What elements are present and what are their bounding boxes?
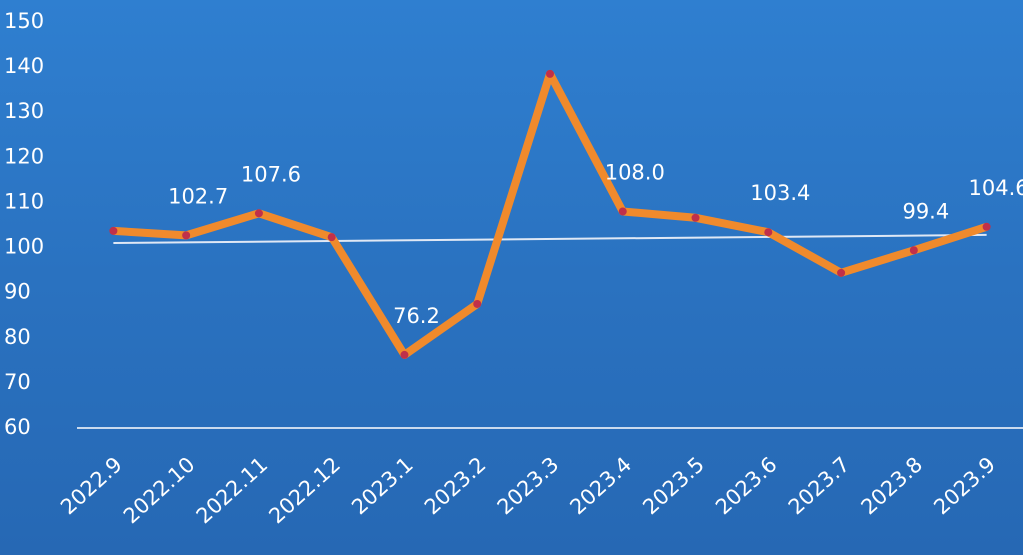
data-point [254, 209, 263, 218]
x-tick-label: 2023.7 [784, 452, 855, 519]
x-tick-label: 2023.3 [493, 452, 564, 519]
x-tick-label: 2023.9 [929, 452, 1000, 519]
data-point [400, 350, 409, 359]
value-label: 103.4 [750, 181, 810, 205]
x-tick-label: 2023.8 [857, 452, 928, 519]
data-point [909, 246, 918, 255]
x-tick-label: 2023.4 [565, 452, 636, 519]
value-label: 76.2 [393, 304, 440, 328]
data-point [618, 207, 627, 216]
trend-line [113, 233, 987, 245]
data-point [546, 69, 554, 78]
value-label: 102.7 [168, 184, 228, 208]
y-tick-label: 140 [4, 54, 44, 78]
x-tick-label: 2023.2 [420, 452, 491, 519]
data-point [691, 213, 700, 222]
data-point [182, 231, 191, 240]
x-tick-label: 2022.9 [56, 452, 127, 519]
y-tick-label: 150 [4, 9, 44, 33]
data-point [982, 222, 991, 231]
data-point [837, 268, 846, 277]
x-tick-label: 2023.5 [638, 452, 709, 519]
x-tick-label: 2022.10 [119, 452, 200, 528]
data-point [473, 299, 482, 308]
value-label: 99.4 [902, 199, 949, 223]
y-tick-label: 100 [4, 235, 44, 259]
y-tick-label: 80 [4, 325, 31, 349]
data-point [764, 228, 773, 237]
value-label: 107.6 [241, 162, 301, 186]
data-point [109, 226, 118, 235]
value-label: 108.0 [605, 160, 665, 184]
y-tick-label: 70 [4, 370, 31, 394]
y-tick-label: 90 [4, 280, 31, 304]
y-tick-label: 60 [4, 415, 31, 439]
y-tick-label: 130 [4, 99, 44, 123]
y-tick-label: 110 [4, 189, 44, 213]
y-tick-label: 120 [4, 144, 44, 168]
data-line [113, 69, 988, 359]
data-point [327, 233, 336, 242]
x-tick-label: 2022.12 [264, 452, 345, 528]
x-tick-label: 2023.1 [347, 452, 418, 519]
value-label: 104.6 [969, 176, 1023, 200]
x-tick-label: 2022.11 [192, 452, 273, 528]
x-tick-label: 2023.6 [711, 452, 782, 519]
